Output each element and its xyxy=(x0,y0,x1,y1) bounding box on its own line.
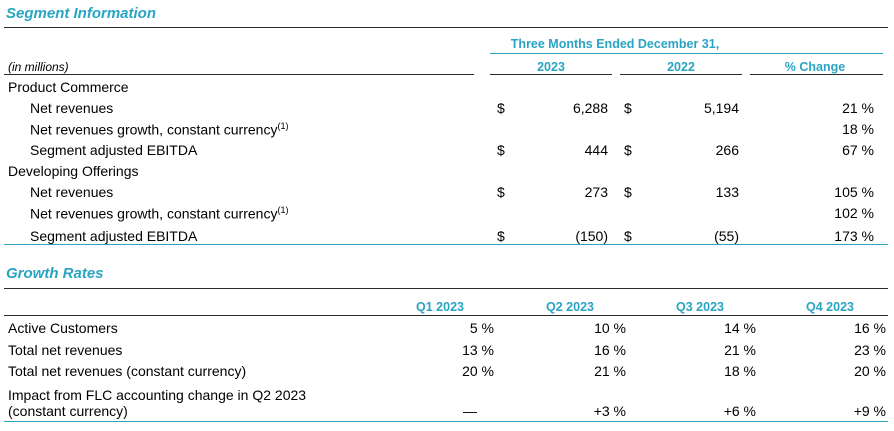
group-name-developing-offerings: Developing Offerings xyxy=(8,163,139,179)
value-2023: 6,288 xyxy=(572,100,608,116)
segment-bottom-rule xyxy=(4,244,888,245)
currency-symbol: $ xyxy=(624,100,632,116)
header-rule-2022 xyxy=(620,74,742,75)
growth-row-label: Total net revenues xyxy=(8,342,123,358)
growth-value: 13 % xyxy=(462,342,494,358)
row-label: Net revenues xyxy=(30,184,114,200)
footnote-marker: (1) xyxy=(277,205,289,215)
row-label: Net revenues growth, constant currency(1… xyxy=(30,205,288,222)
growth-col-q3: Q3 2023 xyxy=(676,300,724,314)
growth-value: 21 % xyxy=(724,342,756,358)
value-change: 21 % xyxy=(842,100,874,116)
value-2023: 273 xyxy=(584,184,608,200)
growth-value: 21 % xyxy=(594,363,626,379)
growth-row-label: Total net revenues (constant currency) xyxy=(8,363,247,379)
growth-col-q2: Q2 2023 xyxy=(546,300,594,314)
period-header: Three Months Ended December 31, xyxy=(510,37,720,51)
currency-symbol: $ xyxy=(497,184,505,200)
footnote-marker: (1) xyxy=(277,121,289,131)
growth-col-q4: Q4 2023 xyxy=(806,300,854,314)
growth-value: 20 % xyxy=(462,363,494,379)
growth-row-label: Active Customers xyxy=(8,320,118,336)
row-label: Net revenues growth, constant currency(1… xyxy=(30,121,288,138)
currency-symbol: $ xyxy=(497,142,505,158)
header-rule-change xyxy=(750,74,883,75)
growth-value: 14 % xyxy=(724,320,756,336)
row-label: Segment adjusted EBITDA xyxy=(30,142,198,158)
header-rule-label xyxy=(4,74,474,75)
growth-row-label-line2: (constant currency) xyxy=(8,403,128,419)
growth-value: 5 % xyxy=(469,320,494,336)
growth-value: 23 % xyxy=(854,342,886,358)
segment-section-title: Segment Information xyxy=(6,5,157,22)
growth-value: 10 % xyxy=(594,320,626,336)
value-change: 173 % xyxy=(834,228,874,244)
growth-row-label: Impact from FLC accounting change in Q2 … xyxy=(8,387,307,403)
currency-symbol: $ xyxy=(497,100,505,116)
currency-symbol: $ xyxy=(497,228,505,244)
value-2022: (55) xyxy=(714,228,739,244)
value-change: 67 % xyxy=(842,142,874,158)
value-2022: 133 xyxy=(715,184,739,200)
row-label: Net revenues xyxy=(30,100,114,116)
group-name-product-commerce: Product Commerce xyxy=(8,79,129,95)
value-2022: 5,194 xyxy=(703,100,739,116)
growth-value: 16 % xyxy=(594,342,626,358)
currency-symbol: $ xyxy=(624,142,632,158)
col-header-2023: 2023 xyxy=(537,60,565,74)
growth-value: 18 % xyxy=(724,363,756,379)
currency-symbol: $ xyxy=(624,184,632,200)
header-rule-2023 xyxy=(490,74,612,75)
value-2023: (150) xyxy=(575,228,608,244)
period-header-rule xyxy=(490,53,883,54)
growth-col-q1: Q1 2023 xyxy=(416,300,464,314)
growth-value: +9 % xyxy=(853,403,886,419)
growth-value: — xyxy=(463,403,477,419)
value-change: 102 % xyxy=(834,205,874,221)
col-header-2022: 2022 xyxy=(667,60,695,74)
currency-symbol: $ xyxy=(624,228,632,244)
growth-value: +6 % xyxy=(723,403,756,419)
row-label-text: Net revenues growth, constant currency xyxy=(30,205,278,222)
growth-value: +3 % xyxy=(593,403,626,419)
col-header-change: % Change xyxy=(784,60,846,74)
growth-value: 16 % xyxy=(854,320,886,336)
row-label: Segment adjusted EBITDA xyxy=(30,228,198,244)
growth-section-title: Growth Rates xyxy=(6,265,104,282)
segment-title-rule xyxy=(4,27,888,28)
units-label: (in millions) xyxy=(8,60,69,74)
growth-header-rule xyxy=(4,315,888,316)
growth-title-rule xyxy=(4,288,888,289)
value-2023: 444 xyxy=(584,142,608,158)
value-change: 105 % xyxy=(834,184,874,200)
growth-bottom-rule xyxy=(4,421,888,422)
growth-value: 20 % xyxy=(854,363,886,379)
row-label-text: Net revenues growth, constant currency xyxy=(30,121,278,138)
value-2022: 266 xyxy=(715,142,739,158)
value-change: 18 % xyxy=(842,121,874,137)
